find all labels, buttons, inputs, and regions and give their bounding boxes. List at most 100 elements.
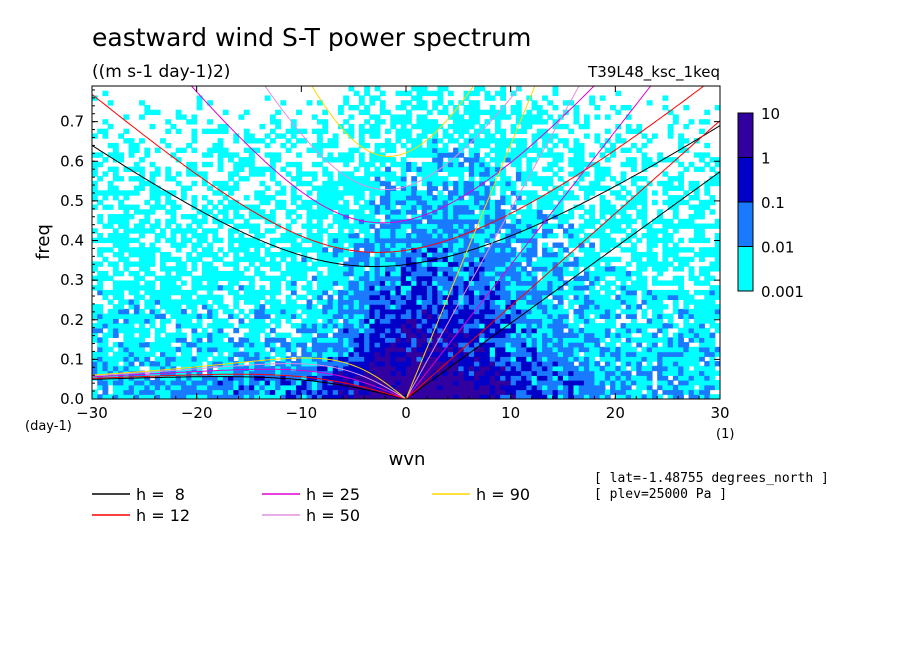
- heatmap-cell: [447, 332, 454, 338]
- heatmap-cell: [228, 389, 234, 395]
- heatmap-cell: [667, 294, 674, 301]
- heatmap-cell: [228, 171, 234, 177]
- heatmap-cell: [552, 171, 559, 177]
- heatmap-cell: [536, 256, 543, 263]
- heatmap-cell: [228, 280, 234, 286]
- heatmap-cell: [510, 356, 517, 362]
- heatmap-cell: [463, 275, 470, 282]
- heatmap-cell: [165, 356, 172, 362]
- heatmap-cell: [494, 394, 501, 399]
- heatmap-cell: [594, 384, 601, 391]
- heatmap-cell: [651, 190, 658, 196]
- heatmap-cell: [337, 375, 344, 381]
- heatmap-cell: [196, 389, 203, 395]
- heatmap-cell: [395, 285, 402, 291]
- heatmap-cell: [447, 161, 454, 168]
- heatmap-cell: [228, 237, 234, 244]
- heatmap-cell: [348, 128, 355, 135]
- heatmap-cell: [322, 337, 329, 343]
- heatmap-cell: [269, 228, 276, 234]
- heatmap-cell: [693, 214, 700, 220]
- heatmap-cell: [489, 313, 496, 319]
- heatmap-cell: [500, 365, 507, 372]
- heatmap-cell: [332, 133, 339, 139]
- heatmap-cell: [343, 304, 350, 310]
- heatmap-cell: [269, 261, 276, 267]
- heatmap-cell: [505, 384, 512, 391]
- heatmap-cell: [453, 233, 459, 239]
- heatmap-cell: [411, 185, 418, 191]
- heatmap-cell: [573, 228, 580, 234]
- heatmap-cell: [426, 142, 433, 149]
- heatmap-cell: [280, 308, 287, 315]
- heatmap-cell: [421, 394, 428, 399]
- heatmap-cell: [343, 308, 350, 315]
- heatmap-cell: [437, 384, 444, 391]
- heatmap-cell: [385, 361, 391, 367]
- heatmap-cell: [269, 304, 276, 310]
- heatmap-cell: [468, 195, 475, 201]
- heatmap-cell: [678, 180, 684, 187]
- heatmap-cell: [374, 190, 381, 196]
- heatmap-cell: [249, 285, 255, 291]
- heatmap-cell: [468, 138, 475, 144]
- heatmap-cell: [322, 389, 329, 395]
- heatmap-cell: [468, 180, 475, 187]
- heatmap-cell: [463, 361, 470, 367]
- heatmap-cell: [484, 294, 491, 301]
- heatmap-cell: [688, 275, 695, 282]
- heatmap-cell: [641, 380, 648, 386]
- heatmap-cell: [196, 256, 203, 263]
- heatmap-cell: [458, 142, 465, 149]
- heatmap-cell: [343, 299, 350, 305]
- heatmap-cell: [353, 166, 360, 172]
- heatmap-cell: [400, 266, 407, 272]
- heatmap-cell: [578, 389, 585, 395]
- heatmap-cell: [385, 199, 391, 206]
- heatmap-cell: [709, 375, 716, 381]
- heatmap-cell: [693, 356, 700, 362]
- heatmap-cell: [510, 161, 517, 168]
- heatmap-cell: [489, 266, 496, 272]
- heatmap-cell: [662, 280, 669, 286]
- heatmap-cell: [406, 323, 412, 329]
- heatmap-cell: [636, 195, 643, 201]
- heatmap-cell: [510, 375, 517, 381]
- heatmap-cell: [207, 199, 213, 206]
- heatmap-cell: [296, 266, 302, 272]
- heatmap-cell: [186, 294, 193, 301]
- heatmap-cell: [390, 375, 397, 381]
- heatmap-cell: [500, 384, 507, 391]
- heatmap-cell: [646, 261, 653, 267]
- heatmap-cell: [536, 285, 543, 291]
- heatmap-cell: [688, 351, 695, 357]
- heatmap-cell: [515, 389, 522, 395]
- heatmap-cell: [160, 256, 166, 263]
- heatmap-cell: [191, 365, 198, 372]
- heatmap-cell: [651, 323, 658, 329]
- heatmap-cell: [364, 299, 370, 305]
- heatmap-cell: [536, 266, 543, 272]
- heatmap-cell: [385, 351, 391, 357]
- heatmap-cell: [317, 327, 323, 334]
- heatmap-cell: [285, 251, 292, 258]
- heatmap-cell: [421, 133, 428, 139]
- heatmap-cell: [620, 266, 627, 272]
- heatmap-cell: [646, 337, 653, 343]
- heatmap-cell: [646, 299, 653, 305]
- heatmap-cell: [269, 176, 276, 182]
- heatmap-cell: [667, 361, 674, 367]
- heatmap-cell: [526, 294, 533, 301]
- heatmap-cell: [379, 209, 386, 215]
- heatmap-cell: [610, 337, 616, 343]
- heatmap-cell: [447, 223, 454, 229]
- heatmap-cell: [269, 251, 276, 258]
- heatmap-cell: [568, 365, 575, 372]
- heatmap-cell: [406, 147, 412, 153]
- heatmap-cell: [479, 204, 486, 210]
- heatmap-cell: [201, 327, 208, 334]
- heatmap-cell: [542, 337, 548, 343]
- heatmap-cell: [667, 289, 674, 296]
- heatmap-cell: [102, 247, 109, 253]
- heatmap-cell: [578, 214, 585, 220]
